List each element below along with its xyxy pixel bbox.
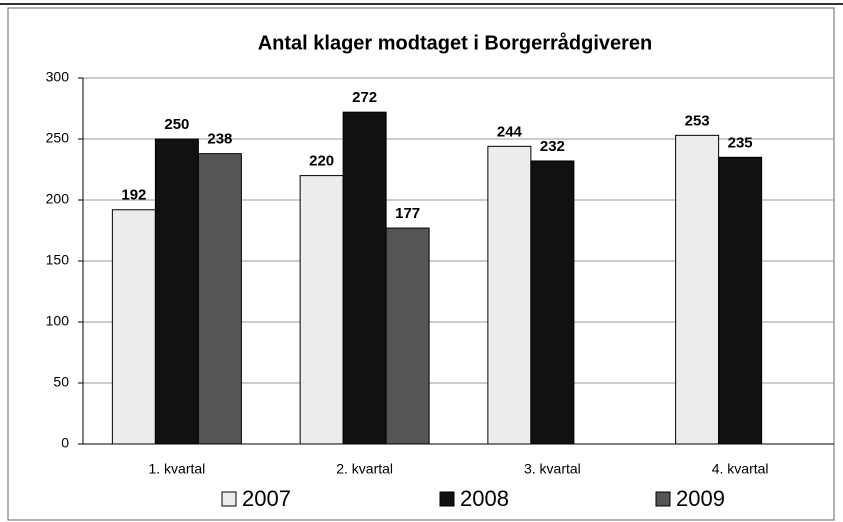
legend-label: 2007 xyxy=(242,486,291,511)
bar xyxy=(385,227,430,445)
y-tick-label: 200 xyxy=(46,191,70,207)
x-tick-label: 2. kvartal xyxy=(336,461,393,477)
value-label: 238 xyxy=(207,131,232,148)
bar xyxy=(342,111,387,445)
legend-swatch xyxy=(221,491,237,507)
bar xyxy=(197,153,242,445)
legend-swatch xyxy=(655,491,671,507)
bar xyxy=(487,145,532,445)
bar xyxy=(111,209,156,445)
legend-label: 2008 xyxy=(460,486,509,511)
value-label: 272 xyxy=(352,89,377,106)
y-tick-label: 250 xyxy=(46,130,70,146)
legend-label: 2009 xyxy=(676,486,725,511)
x-tick-label: 1. kvartal xyxy=(148,461,205,477)
y-tick-label: 50 xyxy=(53,374,69,390)
value-label: 192 xyxy=(121,187,146,204)
value-label: 235 xyxy=(728,134,753,151)
value-label: 177 xyxy=(395,205,420,222)
value-label: 232 xyxy=(540,138,565,155)
y-tick-label: 150 xyxy=(46,252,70,268)
x-tick-label: 4. kvartal xyxy=(712,461,769,477)
legend-swatch xyxy=(439,491,455,507)
x-tick-label: 3. kvartal xyxy=(524,461,581,477)
value-label: 253 xyxy=(685,112,710,129)
value-label: 244 xyxy=(497,123,523,140)
chart-title: Antal klager modtaget i Borgerrådgiveren xyxy=(258,31,653,54)
value-label: 220 xyxy=(309,153,334,170)
y-tick-label: 100 xyxy=(46,313,70,329)
y-tick-label: 300 xyxy=(46,69,70,85)
bar xyxy=(675,134,720,445)
value-label: 250 xyxy=(164,116,189,133)
y-tick-label: 0 xyxy=(61,435,69,451)
bar xyxy=(530,160,575,445)
bar xyxy=(299,175,344,445)
bar xyxy=(154,138,199,445)
bar xyxy=(718,156,763,445)
